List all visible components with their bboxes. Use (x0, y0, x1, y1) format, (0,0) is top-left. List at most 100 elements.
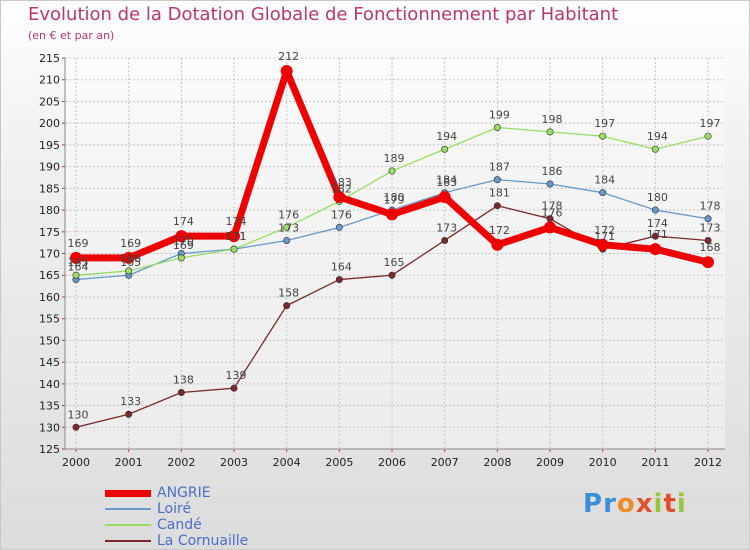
data-point (441, 236, 449, 244)
data-point (72, 271, 80, 279)
data-point (72, 423, 80, 431)
data-point (283, 302, 291, 310)
data-label: 133 (120, 395, 141, 408)
data-label: 194 (436, 130, 457, 143)
data-label: 174 (647, 217, 668, 230)
data-label: 183 (331, 176, 352, 189)
data-point (544, 221, 557, 234)
x-tick-label: 2010 (589, 456, 617, 469)
data-label: 187 (489, 161, 510, 174)
data-label: 182 (331, 182, 352, 195)
y-tick-label: 145 (39, 356, 60, 369)
data-point (333, 191, 346, 204)
data-label: 199 (489, 109, 510, 122)
legend-item: La Cornuaille (105, 533, 305, 549)
data-point (335, 276, 343, 284)
data-label: 172 (489, 224, 510, 237)
data-label: 171 (226, 230, 247, 243)
legend-swatch (105, 524, 151, 526)
data-label: 197 (700, 117, 721, 130)
data-label: 178 (700, 200, 721, 213)
data-point (491, 238, 504, 251)
data-label: 166 (120, 252, 141, 265)
data-label: 169 (173, 239, 194, 252)
x-tick-label: 2002 (167, 456, 195, 469)
data-label: 173 (436, 221, 457, 234)
data-label: 171 (647, 228, 668, 241)
data-point (702, 256, 715, 269)
data-point (230, 384, 238, 392)
data-label: 170 (173, 235, 194, 248)
data-label: 181 (489, 187, 510, 200)
data-point (230, 245, 238, 253)
data-label: 173 (700, 221, 721, 234)
legend-item: ANGRIE (105, 485, 305, 501)
x-tick-label: 2008 (483, 456, 511, 469)
x-tick-label: 2007 (431, 456, 459, 469)
data-label: 176 (278, 208, 299, 221)
data-point (177, 254, 185, 262)
data-label: 184 (436, 174, 457, 187)
y-tick-label: 215 (39, 52, 60, 65)
data-point (651, 232, 659, 240)
legend-label: La Cornuaille (157, 533, 249, 549)
data-label: 194 (647, 130, 668, 143)
y-tick-label: 155 (39, 313, 60, 326)
chart-subtitle: (en € et par an) (28, 29, 115, 42)
data-label: 168 (700, 241, 721, 254)
data-label: 184 (594, 174, 615, 187)
data-label: 173 (278, 221, 299, 234)
data-point (122, 251, 135, 264)
legend-swatch (105, 490, 151, 497)
data-point (280, 65, 293, 78)
y-tick-label: 125 (39, 443, 60, 456)
y-tick-label: 140 (39, 378, 60, 391)
data-point (70, 251, 82, 264)
data-label: 130 (68, 408, 89, 421)
data-point (546, 128, 554, 136)
y-tick-label: 135 (39, 400, 60, 413)
x-tick-label: 2012 (694, 456, 722, 469)
data-label: 165 (384, 256, 405, 269)
y-tick-label: 195 (39, 139, 60, 152)
data-point (651, 145, 659, 153)
y-tick-label: 170 (39, 248, 60, 261)
data-label: 138 (173, 374, 194, 387)
data-label: 169 (120, 237, 141, 250)
data-label: 171 (594, 230, 615, 243)
data-point (283, 223, 291, 231)
data-label: 179 (384, 193, 405, 206)
data-point (493, 176, 501, 184)
legend-label: ANGRIE (157, 485, 211, 501)
data-point (599, 189, 607, 197)
data-point (386, 208, 399, 221)
data-point (649, 243, 662, 256)
chart-title: Evolution de la Dotation Globale de Fonc… (28, 4, 619, 25)
y-tick-label: 210 (39, 74, 60, 87)
y-tick-label: 190 (39, 161, 60, 174)
data-label: 164 (331, 261, 352, 274)
data-label: 178 (542, 200, 563, 213)
data-point (704, 215, 712, 223)
proxiti-logo: Proxiti (583, 489, 687, 519)
data-point (651, 206, 659, 214)
data-point (125, 410, 133, 418)
data-label: 165 (68, 256, 89, 269)
y-tick-label: 160 (39, 291, 60, 304)
chart-legend: ANGRIE Loiré Candé La Cornuaille (105, 485, 305, 549)
data-label: 180 (384, 191, 405, 204)
y-tick-label: 200 (39, 117, 60, 130)
data-point (388, 167, 396, 175)
data-point (546, 180, 554, 188)
data-label: 165 (120, 256, 141, 269)
y-tick-label: 165 (39, 269, 60, 282)
data-label: 158 (278, 287, 299, 300)
data-label: 183 (436, 176, 457, 189)
data-label: 198 (542, 113, 563, 126)
data-label: 164 (68, 261, 89, 274)
data-point (177, 389, 185, 397)
data-point (704, 132, 712, 140)
legend-item: Loiré (105, 501, 305, 517)
y-tick-label: 130 (39, 421, 60, 434)
